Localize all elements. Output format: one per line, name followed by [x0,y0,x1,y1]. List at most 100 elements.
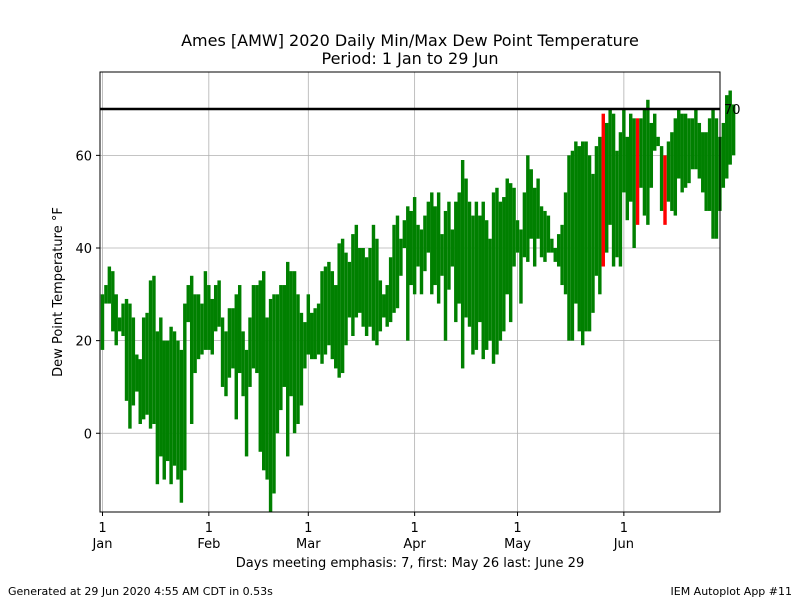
x-tick-label: 1 [620,521,628,536]
dew-point-bar [622,109,626,193]
dew-point-bars [100,90,736,512]
emphasis-bar [601,113,605,267]
dew-point-bar [375,238,379,346]
dew-point-bar [306,294,311,355]
dew-point-bar [694,109,698,170]
x-tick-month: Mar [296,537,321,552]
dew-point-bar [323,266,328,355]
dew-point-bar [625,136,630,221]
dew-point-bar [598,136,602,295]
dew-point-bar [649,122,654,188]
dew-point-bar [594,146,599,276]
dew-point-bar [155,331,160,485]
dew-point-bar [207,285,211,350]
dew-point-bar [443,210,448,341]
dew-point-bar [416,224,420,267]
dew-point-bar [471,215,475,355]
chart-title: Ames [AMW] 2020 Daily Min/Max Dew Point … [181,31,639,50]
x-tick-label: 1 [513,521,521,536]
dew-point-bar [495,187,499,355]
dew-point-bar [478,215,482,323]
dew-point-bar [670,132,674,211]
dew-point-bar [725,95,729,179]
dew-point-bar [152,275,156,424]
dew-point-bar [687,118,691,184]
dew-point-bar [176,340,180,480]
dew-point-bar [474,201,479,350]
dew-point-bar [275,294,280,434]
y-tick-label: 0 [84,427,92,442]
dew-point-bar [388,257,393,323]
dew-point-bar [618,132,623,267]
dew-point-bar [135,354,139,392]
dew-point-bar [707,118,712,211]
dew-point-bar [467,201,472,327]
dew-point-bar [262,271,266,471]
dew-point-bar [642,109,647,216]
dew-point-bar [172,331,177,466]
dew-point-bar [529,169,533,239]
dew-point-bar [423,215,427,272]
dew-point-bar [316,303,321,355]
x-tick-month: Jan [91,537,112,552]
dew-point-bar [522,192,527,258]
dew-point-bar [234,294,238,420]
dew-point-bar [258,280,262,452]
dew-point-bar [392,224,396,313]
dew-point-bar [138,359,142,424]
dew-point-bar [419,229,424,295]
dew-point-bar [313,308,317,360]
dew-point-bar [148,280,153,429]
dew-point-bar [484,220,489,350]
dew-point-bar [426,201,431,253]
dew-point-bar [460,160,465,369]
dew-point-bar [227,308,232,378]
dew-point-bar [210,298,214,355]
dew-point-bar [563,192,568,295]
dew-point-bar [145,312,149,415]
dew-point-bar [615,150,619,258]
dew-point-bar [711,109,715,239]
dew-point-bar [251,285,256,369]
y-tick-label: 60 [75,149,92,164]
x-tick-label: 1 [304,521,312,536]
x-tick-label: 1 [205,521,213,536]
x-tick-month: May [504,537,531,552]
dew-point-bar [347,261,352,318]
dew-point-bar [450,229,455,267]
dew-point-bar [505,178,509,295]
dew-point-bar [608,109,612,225]
dew-point-bar [296,294,300,424]
dew-point-bar [320,271,324,364]
dew-point-bar [526,155,530,262]
dew-point-bar [354,224,359,318]
dew-point-bar [406,206,410,341]
y-axis-ticks: 0 20 40 60 [75,149,100,442]
emphasis-bar [635,118,640,225]
dew-point-bar [104,285,108,304]
y-tick-label: 20 [75,335,92,350]
x-tick-month: Jun [613,537,634,552]
dew-point-bar [344,252,348,346]
dew-point-bar [128,303,132,429]
dew-point-bar [248,317,252,387]
dew-point-bar [220,317,225,387]
dew-point-bar [632,118,636,248]
dew-point-bar [114,294,118,346]
dew-point-bar [454,201,458,323]
dew-point-bar [327,261,331,346]
dew-point-bar [577,146,581,332]
dew-point-bar [512,187,516,267]
dew-point-bar [498,201,503,341]
dew-point-bar [303,322,307,369]
dew-point-bar [666,141,671,202]
dew-point-bar [436,192,441,304]
dew-point-bar [546,215,551,253]
dew-point-bar [611,113,616,267]
x-tick-label: 1 [410,521,418,536]
dew-point-bar [395,215,400,309]
dew-point-bar [200,303,204,355]
dew-point-bar [639,118,643,188]
dew-point-bar [591,173,595,313]
